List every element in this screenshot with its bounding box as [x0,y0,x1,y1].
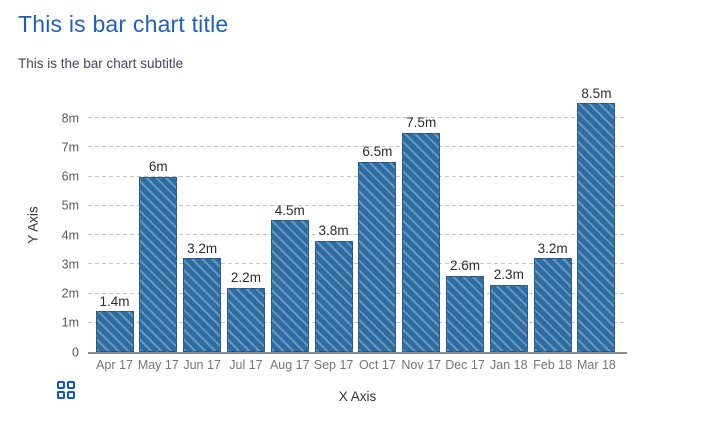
bar-jun-17[interactable] [183,258,222,352]
bar-slot-jan-18: 2.3m [487,268,530,352]
y-tick-5m: 5m [61,198,79,213]
gridline-5m [88,204,627,206]
gridline-4m [88,234,627,235]
gridline-7m [88,146,627,148]
gridline-2m [88,292,627,294]
bar-slot-jun-17: 3.2m [181,242,224,352]
bar-value-label: 2.6m [449,258,480,274]
gridline-6m [88,175,627,177]
x-tick-apr-17: Apr 17 [96,358,133,372]
bar-jan-18[interactable] [489,284,528,352]
gridline-3m [88,263,627,265]
bar-value-label: 3.2m [537,240,568,256]
bar-slot-aug-17: 4.5m [268,204,311,352]
x-tick-jul-17: Jul 17 [229,358,263,372]
bar-sep-17[interactable] [314,240,353,352]
x-tick-may-17: May 17 [137,358,179,372]
grid-2x2-icon [57,381,65,389]
grid-2x2-icon [67,381,75,389]
bar-value-label: 2.3m [493,267,524,283]
grid-menu-button[interactable] [55,379,77,401]
bar-value-label: 3.2m [187,240,218,256]
bar-slot-dec-17: 2.6m [444,259,487,352]
bar-nov-17[interactable] [402,132,441,352]
x-tick-sep-17: Sep 17 [313,358,354,372]
y-tick-3m: 3m [61,257,79,271]
bar-value-label: 1.4m [99,293,130,309]
y-tick-0: 0 [72,344,79,359]
bar-slot-may-17: 6m [137,160,180,352]
x-tick-mar-18: Mar 18 [576,358,616,372]
gridline-1m [88,321,627,323]
y-tick-7m: 7m [61,140,79,154]
bar-apr-17[interactable] [95,311,134,352]
bar-value-label: 7.5m [406,115,437,131]
y-tick-6m: 6m [61,169,79,184]
gridline-8m [88,117,627,118]
x-tick-aug-17: Aug 17 [269,358,310,372]
bar-value-label: 6.5m [362,144,393,160]
y-tick-4m: 4m [61,227,79,242]
y-tick-2m: 2m [61,286,79,301]
bar-oct-17[interactable] [358,161,397,352]
bar-slot-feb-18: 3.2m [531,242,574,352]
chart-title: This is bar chart title [18,11,229,37]
bar-value-label: 8.5m [581,85,612,101]
bar-aug-17[interactable] [270,220,309,352]
bar-value-label: 3.8m [318,223,349,239]
bar-series: 1.4m 6m 3.2m 2.2m 4.5m 3.8m 6.5m 7.5m 2.6m 2.3m 3.… [93,87,618,352]
bar-slot-mar-18: 8.5m [575,87,618,352]
bar-mar-18[interactable] [577,103,616,352]
y-axis-tick-labels: 0 1m 2m 3m 4m 5m 6m 7m 8m [0,97,79,358]
bar-slot-sep-17: 3.8m [312,224,355,352]
bar-slot-nov-17: 7.5m [400,116,443,352]
x-tick-jan-18: Jan 18 [490,358,528,372]
x-tick-feb-18: Feb 18 [533,358,573,372]
bar-jul-17[interactable] [226,287,265,352]
bar-slot-jul-17: 2.2m [224,271,267,352]
y-tick-1m: 1m [61,315,79,330]
bar-slot-apr-17: 1.4m [93,295,136,352]
x-tick-oct-17: Oct 17 [358,358,396,372]
bar-feb-18[interactable] [533,258,572,352]
grid-2x2-icon [57,391,65,399]
chart-subtitle: This is the bar chart subtitle [18,56,184,71]
y-tick-8m: 8m [61,110,79,125]
x-axis-title: X Axis [338,389,377,404]
bar-value-label: 4.5m [274,202,305,218]
bar-dec-17[interactable] [446,275,484,352]
plot-area: 1.4m 6m 3.2m 2.2m 4.5m 3.8m 6.5m 7.5m 2.6m 2.3m 3.… [88,87,627,354]
x-tick-nov-17: Nov 17 [401,358,441,372]
x-axis-tick-labels: Apr 17 May 17 Jun 17 Jul 17 Aug 17 Sep 17 Oct … [93,358,618,372]
bar-value-label: 6m [148,159,168,174]
bar-value-label: 2.2m [230,270,261,286]
bar-may-17[interactable] [139,176,178,352]
grid-2x2-icon [67,391,75,399]
bar-slot-oct-17: 6.5m [356,145,399,352]
x-tick-dec-17: Dec 17 [445,358,485,372]
x-tick-jun-17: Jun 17 [183,358,221,372]
